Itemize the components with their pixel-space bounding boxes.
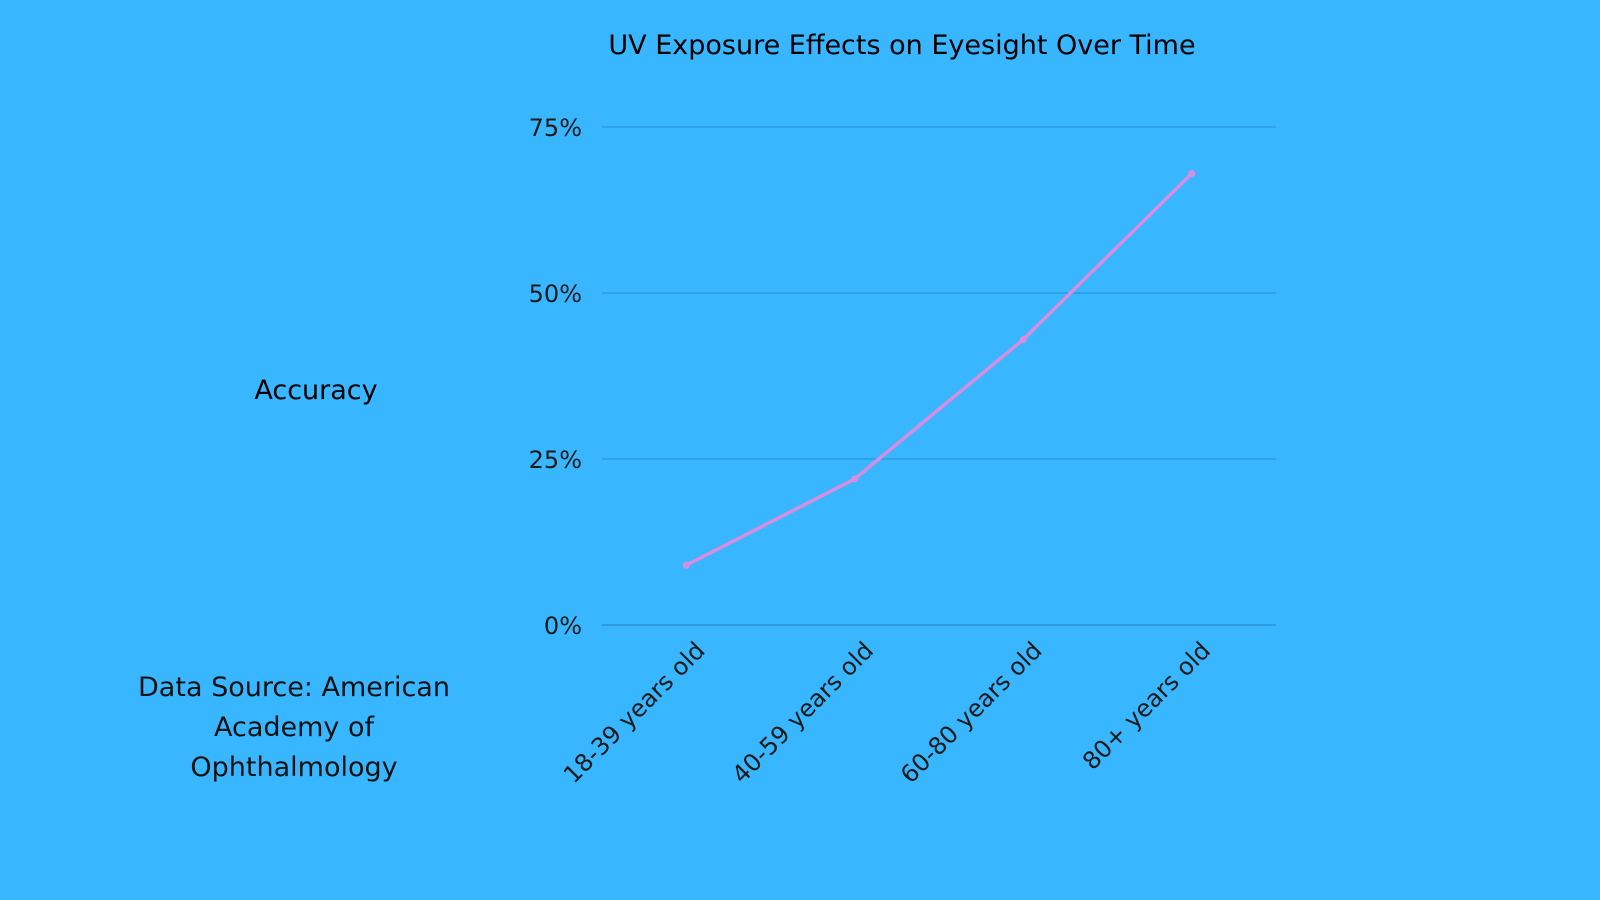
data-point	[682, 561, 690, 569]
data-point	[1188, 169, 1196, 177]
x-tick-label: 40-59 years old	[727, 636, 879, 788]
x-tick-label: 18-39 years old	[558, 636, 710, 788]
x-tick-labels: 18-39 years old 40-59 years old 60-80 year…	[558, 636, 1216, 788]
series-line	[684, 171, 1194, 567]
y-axis-label: Accuracy	[254, 375, 377, 406]
y-tick-label: 0%	[544, 612, 582, 640]
series-layer	[682, 169, 1196, 569]
data-source-note: Data Source: American Academy of Ophthal…	[138, 672, 450, 783]
x-tick-label: 80+ years old	[1077, 636, 1216, 775]
data-point	[851, 475, 859, 483]
chart-title: UV Exposure Effects on Eyesight Over Tim…	[608, 30, 1195, 61]
data-point	[1019, 335, 1027, 343]
x-tick-label: 60-80 years old	[895, 636, 1047, 788]
y-tick-label: 75%	[529, 114, 582, 142]
gridlines	[602, 126, 1276, 626]
y-tick-label: 25%	[529, 446, 582, 474]
y-tick-labels: 0% 25% 50% 75%	[529, 114, 582, 640]
y-tick-label: 50%	[529, 280, 582, 308]
